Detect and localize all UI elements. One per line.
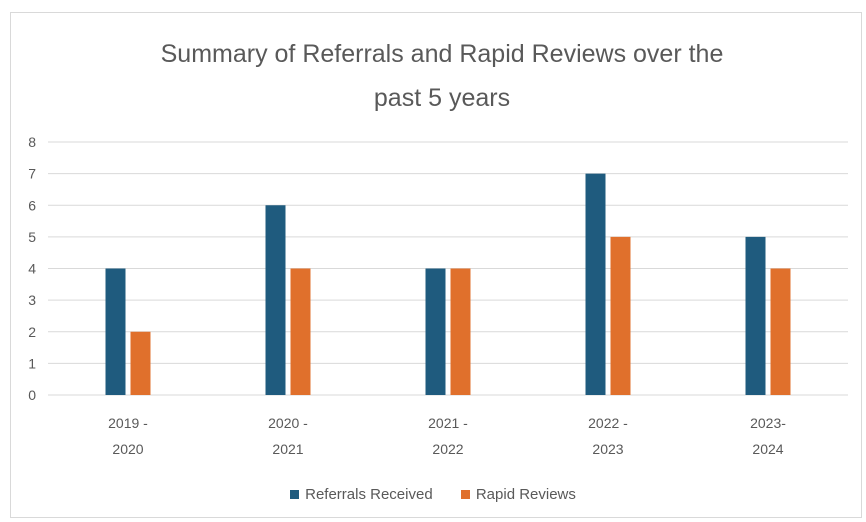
y-tick-label: 1 [28,355,36,371]
bar-rapid-reviews [770,268,791,395]
y-tick-label: 5 [28,229,36,245]
legend-swatch-referrals [290,490,300,499]
x-tick-label: 2019 - [108,415,148,431]
x-tick-label: 2020 - [268,415,308,431]
y-tick-label: 0 [28,387,36,403]
x-tick-label: 2024 [752,441,783,457]
y-tick-label: 2 [28,324,36,340]
bar-rapid-reviews [290,268,311,395]
y-tick-label: 4 [28,261,36,277]
y-tick-label: 7 [28,166,36,182]
bar-rapid-reviews [610,236,631,395]
legend-swatch-rapid-reviews [460,490,470,499]
bar-referrals [745,236,766,395]
x-tick-label: 2022 - [588,415,628,431]
legend-item-rapid-reviews: Rapid Reviews [460,486,576,503]
bar-rapid-reviews [130,331,151,395]
chart-title-line-1: Summary of Referrals and Rapid Reviews o… [160,40,724,68]
legend-label-referrals: Referrals Received [305,486,433,503]
x-tick-label: 2021 - [428,415,468,431]
bar-referrals [265,205,286,395]
bar-referrals [585,173,606,395]
chart-legend: Referrals Received Rapid Reviews [0,486,866,503]
legend-item-referrals: Referrals Received [290,486,433,503]
bar-rapid-reviews [450,268,471,395]
chart-title: Summary of Referrals and Rapid Reviews o… [0,32,866,120]
y-tick-label: 8 [28,134,36,150]
y-tick-label: 6 [28,197,36,213]
x-tick-label: 2023- [750,415,786,431]
x-tick-label: 2020 [112,441,143,457]
x-tick-label: 2021 [272,441,303,457]
x-tick-label: 2023 [592,441,623,457]
chart-frame [10,12,862,518]
bar-referrals [425,268,446,395]
x-tick-label: 2022 [432,441,463,457]
chart-title-line-2: past 5 years [373,84,511,112]
bar-referrals [105,268,126,395]
y-tick-label: 3 [28,292,36,308]
legend-label-rapid-reviews: Rapid Reviews [475,486,576,503]
